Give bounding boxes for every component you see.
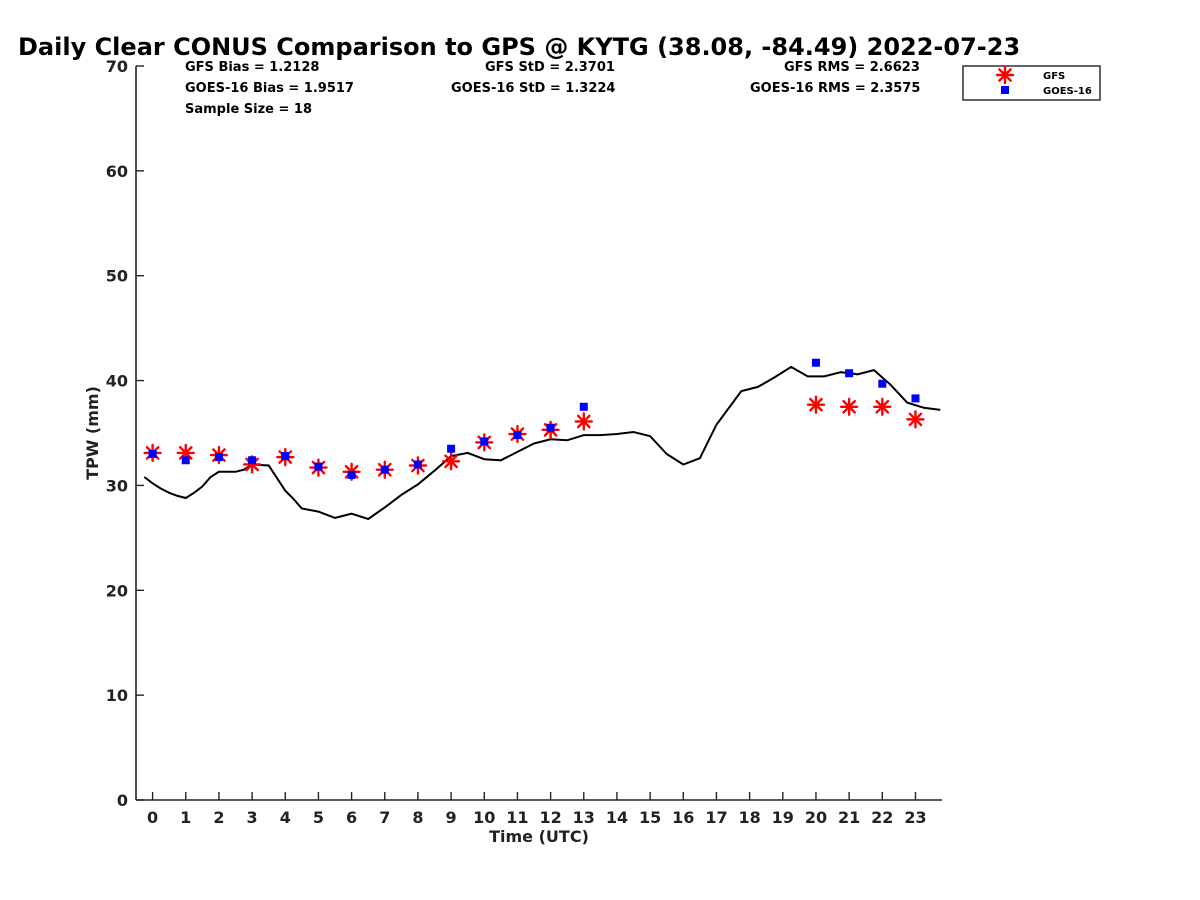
legend-goes16-marker [1001, 86, 1009, 94]
goes16-point [148, 449, 157, 458]
goes-bias-text: GOES-16 Bias = 1.9517 [185, 81, 354, 96]
x-tick-label: 9 [446, 808, 457, 827]
sample-size-text: Sample Size = 18 [185, 102, 312, 117]
y-tick-label: 30 [106, 476, 128, 495]
x-tick-label: 6 [346, 808, 357, 827]
x-tick-label: 7 [379, 808, 390, 827]
y-tick-label: 0 [117, 791, 128, 810]
gfs-point [906, 410, 925, 429]
gfs-bias-text: GFS Bias = 1.2128 [185, 60, 319, 75]
x-axis-label: Time (UTC) [489, 827, 589, 846]
goes16-point [248, 456, 257, 465]
gfs-point [441, 452, 461, 471]
goes16-point [911, 394, 920, 403]
legend: GFS GOES-16 [962, 65, 1101, 101]
x-tick-label: 3 [247, 808, 258, 827]
goes16-point [845, 369, 854, 378]
goes16-point [546, 423, 555, 432]
y-tick-label: 40 [106, 372, 128, 391]
y-tick-label: 10 [106, 686, 128, 705]
x-tick-label: 20 [805, 808, 827, 827]
goes16-series [148, 358, 920, 479]
x-tick-label: 23 [904, 808, 926, 827]
x-tick-label: 11 [506, 808, 528, 827]
x-tick-label: 22 [871, 808, 893, 827]
x-tick-label: 8 [412, 808, 423, 827]
legend-box [962, 65, 1101, 101]
legend-gfs-marker [995, 65, 1015, 85]
legend-goes16-label: GOES-16 [1043, 86, 1092, 97]
x-tick-label: 1 [180, 808, 191, 827]
gfs-point [574, 412, 593, 431]
goes16-point [214, 453, 223, 462]
y-tick-label: 60 [106, 162, 128, 181]
goes16-point [579, 402, 588, 411]
x-tick-label: 21 [838, 808, 860, 827]
goes16-point [181, 456, 190, 465]
x-tick-label: 5 [313, 808, 324, 827]
gfs-point [873, 397, 892, 416]
x-tick-label: 0 [147, 808, 158, 827]
goes-rms-text: GOES-16 RMS = 2.3575 [750, 81, 920, 96]
chart-title: Daily Clear CONUS Comparison to GPS @ KY… [18, 33, 1020, 61]
gfs-point [806, 395, 826, 414]
x-tick-label: 16 [672, 808, 694, 827]
x-tick-label: 14 [606, 808, 628, 827]
x-tick-label: 19 [772, 808, 794, 827]
x-tick-label: 13 [573, 808, 595, 827]
x-tick-label: 2 [213, 808, 224, 827]
x-tick-label: 17 [705, 808, 727, 827]
y-axis-label: TPW (mm) [83, 386, 102, 480]
x-tick-label: 18 [738, 808, 760, 827]
goes16-point [480, 437, 489, 446]
goes16-point [314, 462, 323, 471]
goes16-point [878, 379, 887, 388]
gps-series [143, 365, 941, 521]
x-tick-label: 12 [539, 808, 561, 827]
x-tick-label: 15 [639, 808, 661, 827]
gfs-point [839, 397, 859, 416]
legend-gfs-label: GFS [1043, 71, 1065, 82]
x-tick-label: 10 [473, 808, 495, 827]
x-ticks: 0 1 2 3 4 5 6 7 8 9 10 11 12 13 14 15 16 17 18 19 20 21 22 23 [147, 792, 927, 827]
y-tick-label: 50 [106, 267, 128, 286]
x-tick-label: 4 [280, 808, 291, 827]
gps-line [143, 365, 941, 521]
goes16-point [513, 431, 522, 440]
y-tick-label: 70 [106, 57, 128, 76]
goes16-point [447, 444, 456, 453]
goes16-point [413, 460, 422, 469]
gfs-rms-text: GFS RMS = 2.6623 [784, 60, 920, 75]
y-ticks: 0 10 20 30 40 50 60 70 [106, 57, 144, 810]
goes16-point [811, 358, 820, 367]
goes16-point [281, 452, 290, 461]
goes16-point [347, 470, 356, 479]
goes16-point [380, 465, 389, 474]
y-tick-label: 20 [106, 581, 128, 600]
goes-std-text: GOES-16 StD = 1.3224 [451, 81, 615, 96]
gfs-std-text: GFS StD = 2.3701 [485, 60, 615, 75]
legend-gfs-asterisk [995, 65, 1015, 85]
